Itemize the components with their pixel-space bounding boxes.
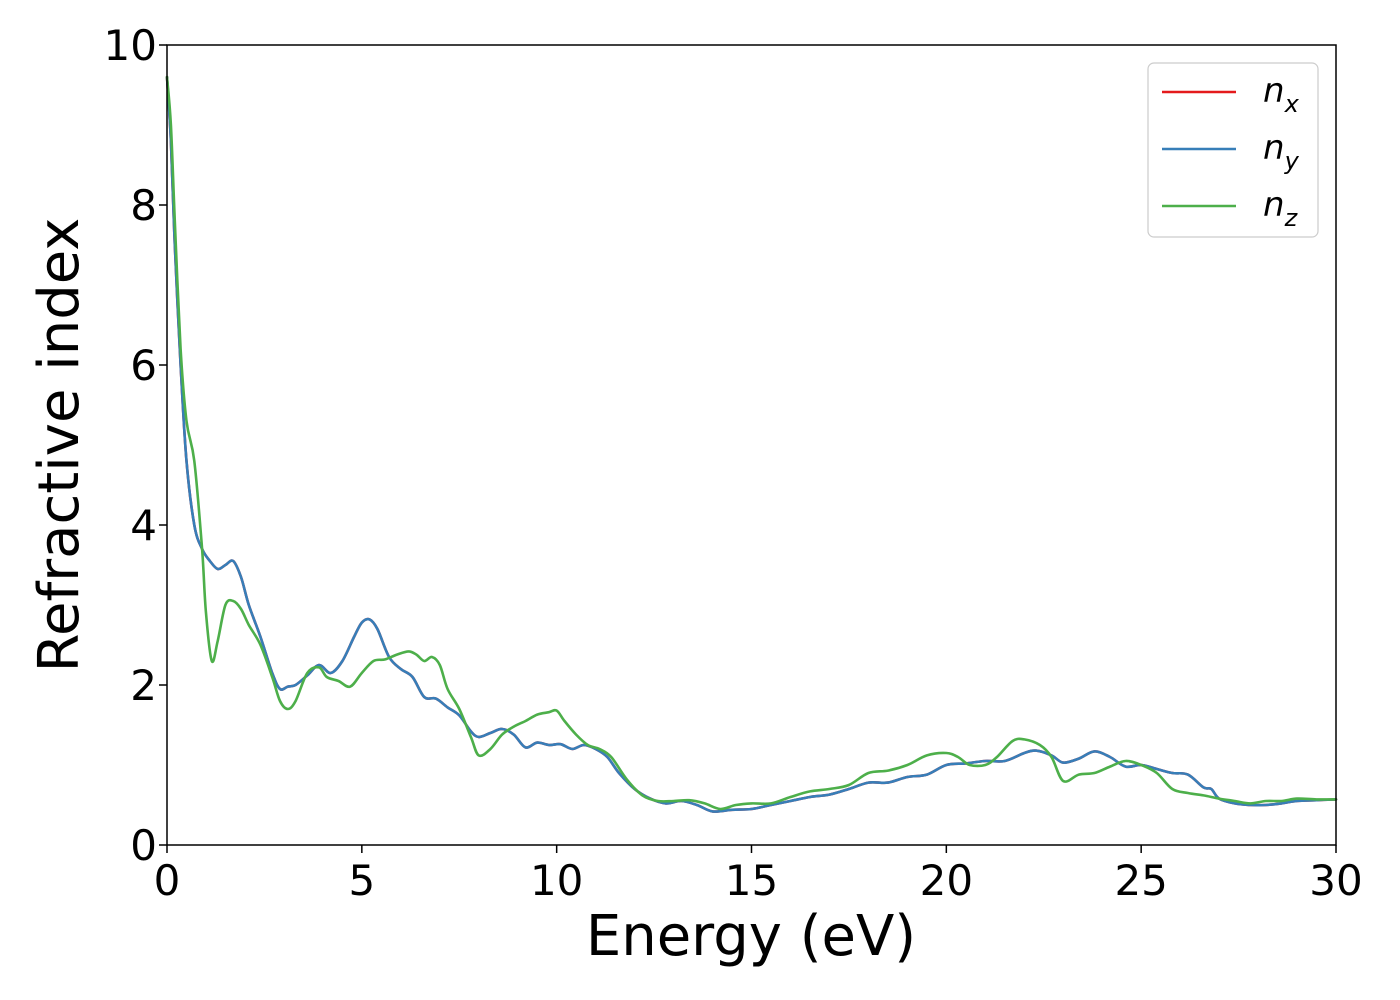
y-axis-label: Refractive index: [27, 218, 92, 673]
series-lines: [165, 75, 1338, 813]
y-axis-ticks: 0 2 4 6 8 10: [104, 21, 167, 870]
series-line-nz: [165, 75, 1338, 811]
x-axis-ticks: 0 5 10 15 20 25 30: [154, 845, 1363, 905]
x-tick-label: 5: [348, 856, 375, 905]
y-tick-label: 0: [130, 821, 157, 870]
legend-label-nz: nz: [1263, 185, 1299, 232]
x-tick-label: 0: [154, 856, 181, 905]
legend-label-ny: ny: [1263, 128, 1300, 175]
x-axis-label: Energy (eV): [586, 904, 916, 969]
y-tick-label: 8: [130, 181, 157, 230]
legend: nx ny nz: [1147, 62, 1319, 238]
y-tick-label: 6: [130, 341, 157, 390]
legend-entries: nx ny nz: [1162, 71, 1300, 232]
legend-label-nx: nx: [1263, 71, 1300, 118]
x-tick-label: 20: [920, 856, 973, 905]
y-tick-label: 2: [130, 661, 157, 710]
x-tick-label: 25: [1114, 856, 1167, 905]
x-tick-label: 10: [530, 856, 583, 905]
y-tick-label: 10: [104, 21, 157, 70]
y-tick-label: 4: [130, 501, 157, 550]
x-tick-label: 30: [1309, 856, 1362, 905]
x-tick-label: 15: [725, 856, 778, 905]
